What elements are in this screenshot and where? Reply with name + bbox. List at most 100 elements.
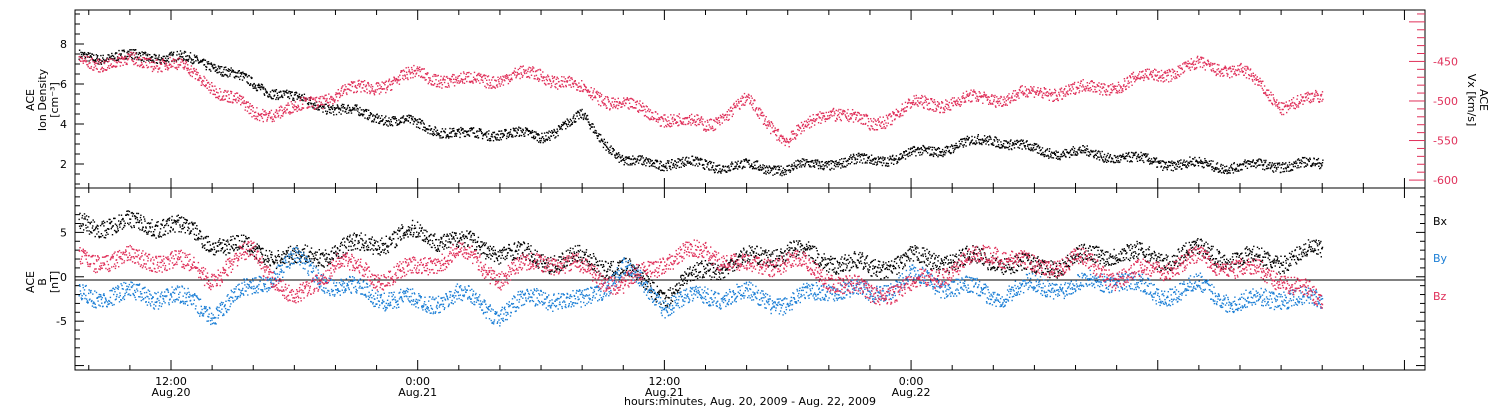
ion-density-point <box>668 165 671 167</box>
vx-point <box>490 84 492 86</box>
vx-point <box>640 110 642 112</box>
ion-density-point <box>327 105 330 107</box>
x-tick-date-label: Aug.22 <box>892 386 931 399</box>
ion-density-point <box>523 133 525 135</box>
ion-density-point <box>488 138 491 140</box>
vx-point <box>937 106 940 108</box>
vx-point <box>407 78 409 81</box>
ion-density-point <box>124 58 126 60</box>
vx-point <box>699 119 701 122</box>
vx-point <box>280 115 283 117</box>
ion-density-point <box>542 136 544 138</box>
vx-point <box>355 86 357 89</box>
ion-density-point <box>413 121 415 123</box>
ion-density-point <box>203 64 206 66</box>
ion-density-point <box>666 169 668 172</box>
vx-point <box>679 117 681 119</box>
vx-point <box>520 73 523 76</box>
ion-density-point <box>448 132 451 134</box>
vx-point <box>402 74 404 77</box>
vx-point <box>706 119 709 122</box>
vx-point <box>776 139 778 141</box>
ion-density-point <box>841 165 843 167</box>
ion-density-point <box>522 128 524 131</box>
ion-density-point <box>1265 167 1268 170</box>
vx-point <box>307 106 310 108</box>
ion-density-point <box>78 49 81 51</box>
ion-density-point <box>465 130 467 133</box>
vx-point <box>610 105 613 107</box>
ion-density-point <box>338 111 340 114</box>
vx-point <box>460 72 462 75</box>
ion-density-point <box>210 62 212 64</box>
vx-point <box>310 96 312 98</box>
ion-density-point <box>742 165 745 168</box>
ion-density-point <box>685 164 687 166</box>
ion-density-point <box>626 162 628 165</box>
vx-point <box>792 138 794 140</box>
ion-density-point <box>903 152 905 154</box>
vx-point <box>267 113 269 115</box>
ion-density-point <box>929 154 931 157</box>
ion-density-point <box>629 163 632 165</box>
ion-density-point <box>254 85 256 88</box>
ion-density-point <box>1176 168 1178 170</box>
vx-point <box>594 96 596 98</box>
ion-density-point <box>1212 160 1214 162</box>
ion-density-point <box>908 151 911 154</box>
ion-density-point <box>888 158 891 161</box>
ion-density-point <box>852 153 855 155</box>
vx-point <box>539 69 542 71</box>
vx-point <box>441 87 443 89</box>
vx-point <box>443 81 446 84</box>
vx-point <box>288 111 291 113</box>
ion-density-point <box>648 158 650 160</box>
vx-point <box>325 100 327 102</box>
ion-density-point <box>518 135 520 137</box>
vx-point <box>912 100 914 102</box>
ion-density-point <box>976 142 978 144</box>
ion-density-point <box>656 161 658 163</box>
ion-density-point <box>368 114 370 117</box>
ion-density-point <box>865 161 867 163</box>
ion-density-point <box>965 137 968 140</box>
vx-point <box>79 56 81 58</box>
vx-point <box>979 92 981 94</box>
ion-density-point <box>1151 163 1153 165</box>
ion-density-point <box>219 67 221 70</box>
vx-point <box>717 122 719 124</box>
vx-point <box>503 76 505 78</box>
vx-point <box>87 66 89 68</box>
ion-density-point <box>889 157 892 159</box>
vx-point <box>253 115 255 117</box>
ion-density-point <box>980 142 983 144</box>
ion-density-point <box>1142 153 1145 155</box>
vx-point <box>697 123 699 126</box>
ion-density-point <box>213 63 215 66</box>
ion-density-point <box>482 135 484 137</box>
ion-density-point <box>612 148 614 150</box>
ion-density-point <box>914 151 916 153</box>
ion-density-point <box>883 162 885 164</box>
ion-density-point <box>1158 162 1160 164</box>
vx-point <box>348 89 351 91</box>
vx-point <box>209 92 212 94</box>
vx-point <box>557 88 559 90</box>
ion-density-point <box>525 130 527 132</box>
ion-density-point <box>403 122 405 124</box>
ion-density-point <box>1237 165 1239 167</box>
vx-point <box>437 74 439 77</box>
vx-point <box>344 84 346 86</box>
ion-density-point <box>902 154 904 156</box>
ion-density-point <box>1238 170 1240 172</box>
vx-point <box>110 58 112 60</box>
vx-point <box>860 122 862 125</box>
ion-density-point <box>1140 159 1142 161</box>
ion-density-point <box>185 55 187 58</box>
ion-density-point <box>447 134 449 136</box>
ion-density-point <box>842 160 845 163</box>
ion-density-point <box>717 172 719 174</box>
ion-density-point <box>611 147 614 150</box>
ion-density-point <box>289 92 292 95</box>
ion-density-point <box>1021 140 1024 142</box>
